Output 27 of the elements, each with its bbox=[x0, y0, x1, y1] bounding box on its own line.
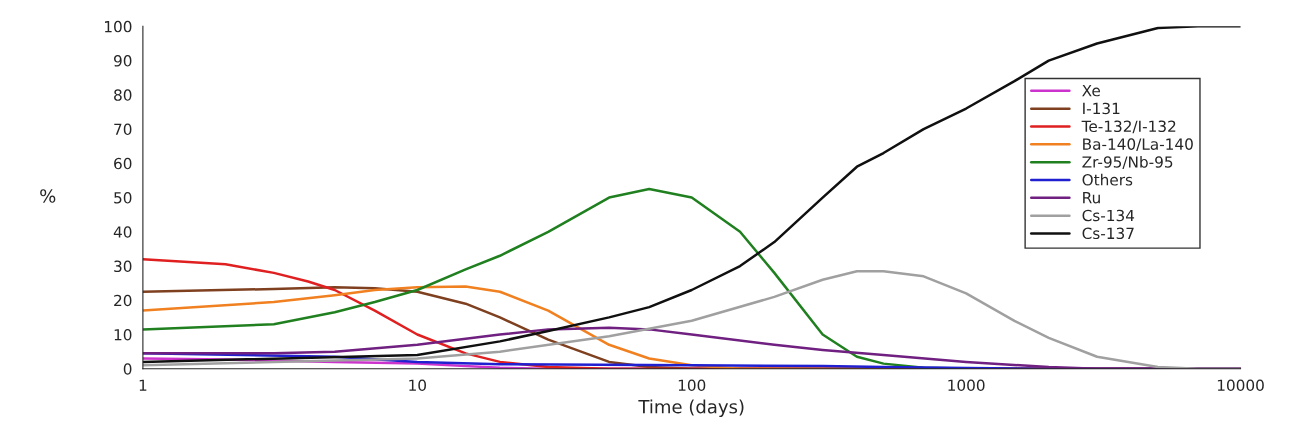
y-tick-label: 70 bbox=[114, 123, 132, 136]
legend-label: Cs-137 bbox=[1082, 227, 1134, 240]
y-tick-label: 90 bbox=[113, 55, 132, 67]
x-tick-label: 10 bbox=[409, 379, 427, 391]
legend-label: I-131 bbox=[1083, 102, 1120, 115]
x-axis-title: Time (days) bbox=[638, 399, 744, 417]
y-tick-label: 40 bbox=[113, 226, 132, 238]
legend-label: Te-132/I-132 bbox=[1081, 120, 1176, 134]
y-tick-label: 0 bbox=[123, 363, 132, 375]
legend-label: Zr-95/Nb-95 bbox=[1082, 155, 1173, 169]
legend-label: Ba-140/La-140 bbox=[1083, 138, 1193, 152]
y-tick-label: 50 bbox=[114, 192, 132, 204]
legend-label: Ru bbox=[1083, 192, 1100, 204]
legend-label: Xe bbox=[1082, 85, 1101, 97]
legend-label: Others bbox=[1082, 173, 1133, 186]
legend-label: Cs-134 bbox=[1082, 209, 1135, 222]
y-tick-label: 10 bbox=[114, 328, 132, 341]
x-tick-label: 100 bbox=[678, 379, 706, 391]
y-tick-label: 20 bbox=[114, 294, 132, 307]
y-tick-label: 60 bbox=[114, 157, 132, 170]
x-tick-label: 1000 bbox=[948, 379, 985, 391]
y-tick-label: 30 bbox=[114, 260, 132, 273]
y-tick-label: 100 bbox=[104, 20, 132, 33]
y-axis-title: % bbox=[40, 189, 56, 203]
x-tick-label: 1 bbox=[139, 379, 147, 391]
x-tick-label: 10000 bbox=[1217, 379, 1264, 391]
y-tick-label: 80 bbox=[114, 89, 132, 101]
